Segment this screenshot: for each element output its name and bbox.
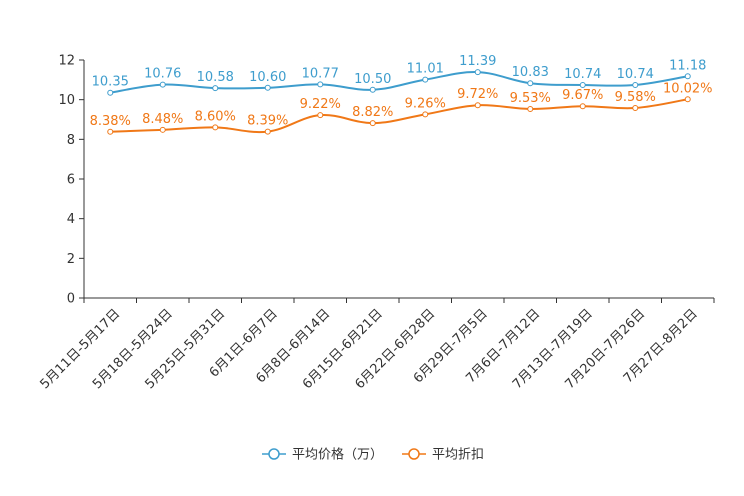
data-label: 10.35 bbox=[92, 75, 129, 90]
y-tick-label: 0 bbox=[67, 292, 75, 307]
series-line-1 bbox=[110, 98, 688, 134]
data-labels-layer: 10.35 10.76 10.58 10.60 10.77 10.50 11.01 11.39… bbox=[90, 54, 713, 129]
data-label: 8.60% bbox=[195, 109, 236, 124]
y-tick-label: 2 bbox=[67, 252, 75, 267]
data-label: 10.02% bbox=[663, 81, 713, 96]
y-tick-label: 8 bbox=[67, 133, 75, 148]
data-point bbox=[527, 80, 534, 87]
data-point bbox=[369, 120, 376, 127]
y-tick-label: 6 bbox=[67, 173, 75, 188]
data-label: 10.60 bbox=[249, 70, 286, 85]
data-label: 11.18 bbox=[669, 58, 706, 73]
series-layer bbox=[107, 69, 691, 135]
data-point bbox=[527, 105, 534, 112]
data-label: 9.72% bbox=[457, 87, 498, 102]
data-point bbox=[422, 76, 429, 83]
legend-marker-icon bbox=[268, 448, 280, 460]
data-point bbox=[107, 128, 114, 135]
data-label: 10.74 bbox=[564, 67, 601, 82]
data-point bbox=[579, 103, 586, 110]
data-label: 8.39% bbox=[247, 114, 288, 129]
legend-label: 平均折扣 bbox=[432, 448, 484, 463]
data-point bbox=[684, 73, 691, 80]
data-label: 8.38% bbox=[90, 114, 131, 129]
data-point bbox=[317, 81, 324, 88]
data-label: 9.67% bbox=[562, 88, 603, 103]
legend-item-1[interactable]: 平均折扣 bbox=[402, 448, 484, 463]
data-point bbox=[684, 96, 691, 103]
data-label: 9.26% bbox=[405, 96, 446, 111]
data-label: 10.58 bbox=[197, 70, 234, 85]
data-point bbox=[212, 124, 219, 131]
data-point bbox=[474, 102, 481, 109]
data-label: 10.83 bbox=[512, 65, 549, 80]
data-point bbox=[212, 85, 219, 92]
legend: 平均价格（万） 平均折扣 bbox=[262, 447, 484, 463]
data-label: 10.50 bbox=[354, 72, 391, 87]
data-label: 9.22% bbox=[300, 97, 341, 112]
data-label: 10.74 bbox=[617, 67, 654, 82]
series-line-0 bbox=[110, 71, 688, 94]
data-label: 8.48% bbox=[142, 112, 183, 127]
y-tick-label: 10 bbox=[58, 93, 75, 108]
legend-item-0[interactable]: 平均价格（万） bbox=[262, 447, 383, 463]
data-label: 9.53% bbox=[510, 91, 551, 106]
legend-marker-icon bbox=[408, 448, 420, 460]
data-point bbox=[422, 111, 429, 118]
data-label: 11.39 bbox=[459, 54, 496, 69]
y-tick-label: 12 bbox=[58, 54, 75, 69]
data-point bbox=[369, 86, 376, 93]
data-point bbox=[107, 89, 114, 96]
y-tick-label: 4 bbox=[67, 212, 75, 227]
data-point bbox=[264, 128, 271, 135]
data-point bbox=[632, 104, 639, 111]
data-point bbox=[317, 112, 324, 119]
data-label: 10.76 bbox=[144, 67, 181, 82]
data-point bbox=[474, 69, 481, 76]
data-label: 11.01 bbox=[407, 62, 444, 77]
data-point bbox=[159, 126, 166, 133]
data-point bbox=[632, 81, 639, 88]
data-point bbox=[159, 81, 166, 88]
data-label: 9.58% bbox=[615, 90, 656, 105]
data-point bbox=[579, 81, 586, 88]
data-label: 10.77 bbox=[302, 66, 339, 81]
data-label: 8.82% bbox=[352, 105, 393, 120]
data-point bbox=[264, 84, 271, 91]
legend-label: 平均价格（万） bbox=[292, 447, 383, 463]
